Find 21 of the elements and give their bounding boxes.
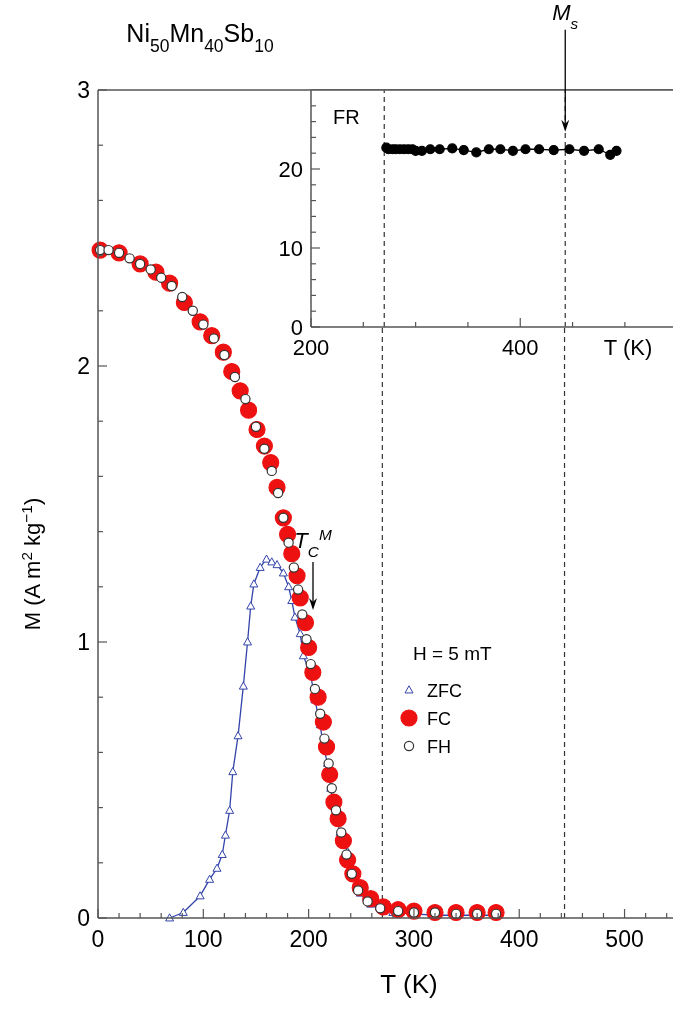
legend-label: FC	[427, 709, 451, 729]
chart-title: Ni$_{50}$Mn$_{40}$Sb$_{10}$	[126, 19, 274, 56]
y-tick-label: 0	[77, 905, 90, 932]
y-tick-label: 1	[77, 629, 90, 656]
x-tick-label: 400	[501, 335, 539, 360]
x-tick-label: 200	[289, 926, 328, 952]
y-tick-label: 20	[278, 156, 303, 182]
y-tick-label: 10	[278, 235, 303, 261]
legend-title: H = 5 mT	[413, 643, 493, 664]
x-tick-label: 400	[500, 926, 539, 952]
y-tick-label: 3	[77, 77, 90, 104]
legend-label: ZFC	[427, 681, 462, 701]
legend-label: FH	[427, 737, 451, 757]
x-tick-label: 300	[394, 926, 434, 952]
x-tick-label: 500	[605, 926, 644, 952]
annotation: M$_{s}$	[552, 0, 579, 32]
x-axis-title: T (K)	[380, 969, 438, 999]
x-axis-title: T (K)	[603, 335, 653, 360]
x-tick-label: 100	[184, 926, 223, 952]
y-axis-title: FR	[333, 106, 360, 128]
y-tick-label: 2	[77, 353, 90, 380]
